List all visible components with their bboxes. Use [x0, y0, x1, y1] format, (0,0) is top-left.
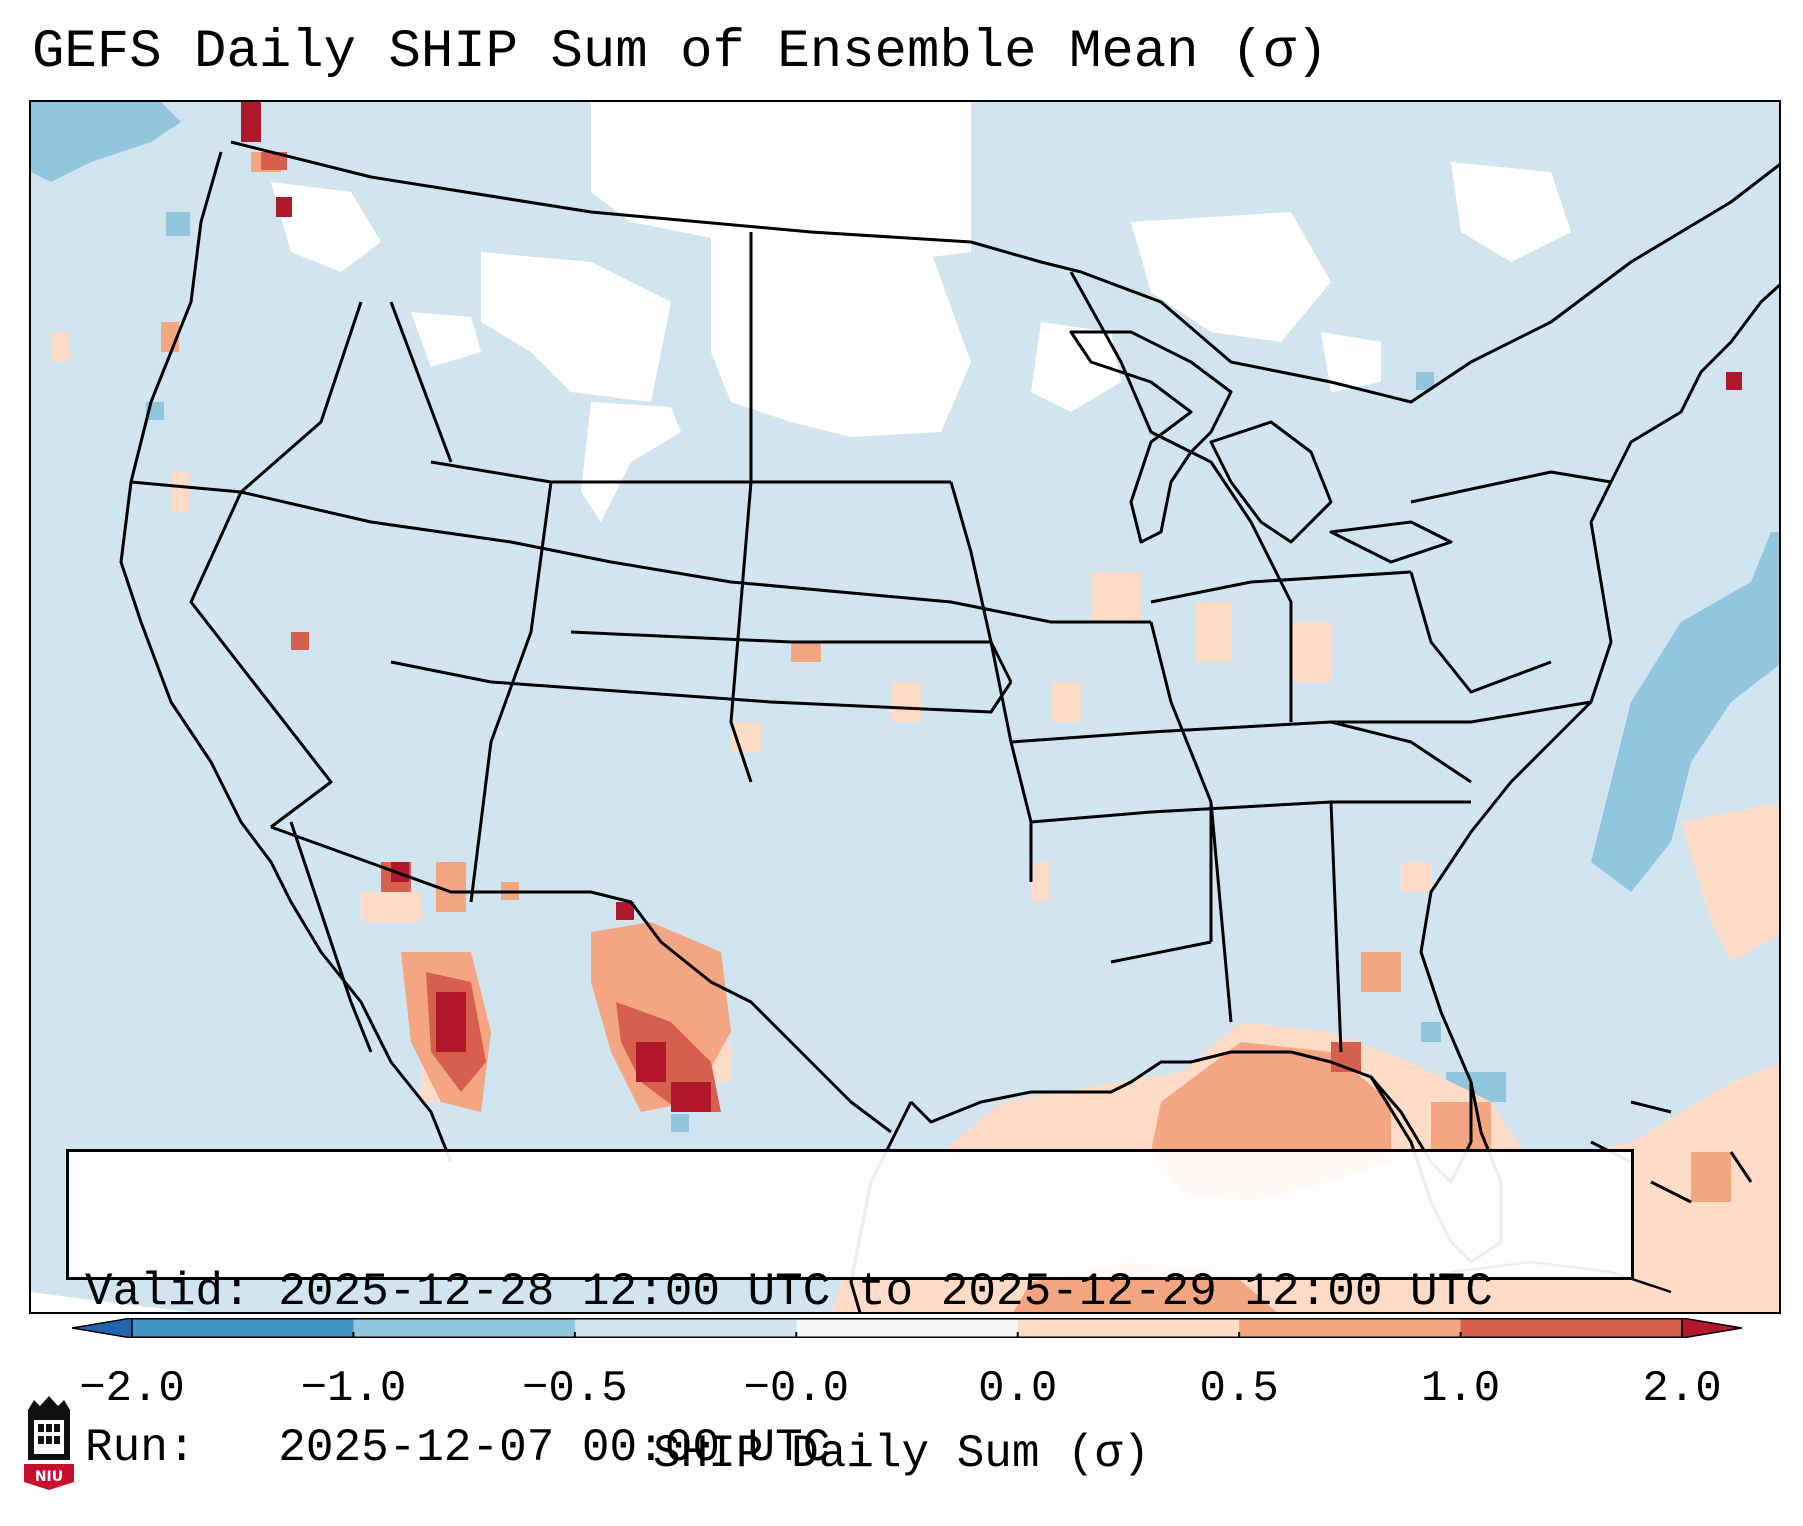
colorbar-segment — [1017, 1318, 1240, 1338]
colorbar-extend-high — [1681, 1318, 1742, 1338]
max-positive-anomaly-patches — [241, 102, 1742, 1112]
colorbar-border — [131, 1318, 1683, 1338]
run-value: 2025-12-07 00:00 UTC — [278, 1422, 831, 1474]
colorbar-extend-low — [72, 1318, 133, 1338]
colorbar-tick-label: −1.0 — [300, 1364, 407, 1414]
pacific-coast — [119, 151, 293, 903]
colorbar-tick-label: −0.5 — [522, 1364, 628, 1414]
colorbar-tick-label: 1.0 — [1420, 1364, 1501, 1414]
colorbar-tick-label: 2.0 — [1642, 1364, 1722, 1414]
colorbar-segment — [1460, 1318, 1683, 1338]
colorbar-segment — [796, 1318, 1019, 1338]
colorbar-segment — [353, 1318, 576, 1338]
colorbar-tick-label: −0.0 — [743, 1364, 850, 1414]
colorbar-segment — [574, 1318, 797, 1338]
map-panel[interactable] — [29, 100, 1781, 1314]
near-zero-regions — [271, 102, 1571, 522]
colorbar-tick-label: 0.5 — [1199, 1364, 1279, 1414]
run-label: Run: — [85, 1422, 251, 1474]
valid-run-info-box: Valid: 2025-12-28 12:00 UTC to 2025-12-2… — [66, 1149, 1634, 1474]
map-svg — [31, 102, 1779, 1312]
run-time-row: Run: 2025-12-07 00:00 UTC — [85, 1422, 1631, 1474]
colorbar — [72, 1318, 1742, 1338]
map-title: GEFS Daily SHIP Sum of Ensemble Mean (σ) — [32, 22, 1329, 83]
valid-time-row: Valid: 2025-12-28 12:00 UTC to 2025-12-2… — [85, 1266, 1631, 1318]
colorbar-label: SHIP Daily Sum (σ) — [653, 1428, 1150, 1480]
logo-text: NIU — [35, 1469, 63, 1485]
mexico-border — [270, 825, 892, 1134]
colorbar-tick-label: −2.0 — [79, 1364, 185, 1414]
colorbar-tick-label: 0.0 — [978, 1364, 1058, 1414]
canada-border — [230, 140, 1082, 274]
valid-value: 2025-12-28 12:00 UTC to 2025-12-29 12:00… — [278, 1266, 1493, 1318]
valid-label: Valid: — [85, 1266, 251, 1318]
atlantic-coast — [1589, 283, 1779, 523]
coastlines-and-borders — [119, 140, 1779, 1312]
niu-tower-logo-icon: NIU — [24, 1396, 74, 1490]
colorbar-segment — [132, 1318, 354, 1338]
great-lakes — [1069, 330, 1233, 544]
colorbar-segment — [1239, 1318, 1462, 1338]
